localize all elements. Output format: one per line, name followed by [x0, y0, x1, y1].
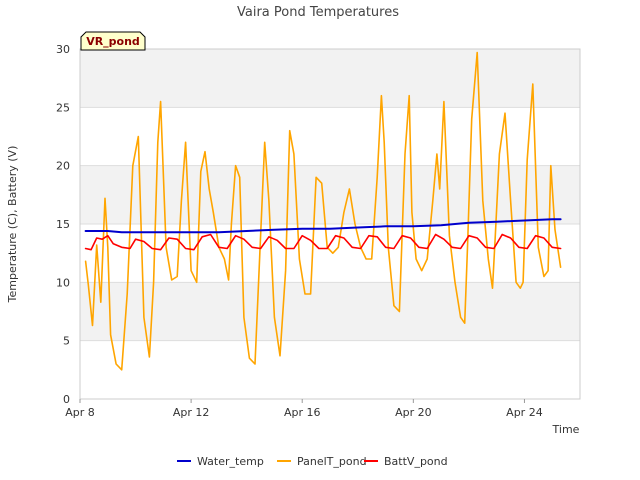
plot-band [80, 49, 580, 108]
y-tick-label: 5 [63, 335, 70, 348]
x-tick-label: Apr 12 [173, 406, 210, 419]
series-line-panelt-pond [84, 51, 562, 371]
site-badge-box [80, 31, 146, 51]
legend-label: BattV_pond [384, 455, 448, 468]
plot-area-frame [79, 48, 581, 400]
y-tick-label: 25 [56, 101, 70, 114]
y-tick-label: 20 [56, 160, 70, 173]
legend-label: PanelT_pond [297, 455, 367, 468]
series-layer [84, 51, 562, 371]
y-axis-title: Temperature (C), Battery (V) [6, 146, 19, 304]
x-tick-label: Apr 8 [65, 406, 95, 419]
x-axis-title: Time [552, 423, 580, 436]
legend-label: Water_temp [197, 455, 264, 468]
y-axis-ticks: 0 5 10 15 20 25 30 [56, 43, 70, 406]
legend: Water_temp PanelT_pond BattV_pond [177, 455, 448, 468]
y-tick-label: 30 [56, 43, 70, 56]
plot-band [80, 224, 580, 283]
x-axis-ticks: Apr 8 Apr 12 Apr 16 Apr 20 Apr 24 [65, 399, 543, 419]
plot-band [80, 340, 580, 399]
site-badge: VR_pond [80, 31, 146, 51]
x-tick-label: Apr 20 [395, 406, 432, 419]
series-line-water-temp [84, 218, 562, 234]
x-tick-label: Apr 24 [506, 406, 543, 419]
series-line-battv-pond [84, 233, 562, 251]
site-badge-label: VR_pond [86, 35, 140, 48]
plot-band [80, 282, 580, 341]
y-tick-label: 15 [56, 218, 70, 231]
x-tick-label: Apr 16 [284, 406, 321, 419]
y-tick-label: 0 [63, 393, 70, 406]
chart-title: Vaira Pond Temperatures [237, 5, 399, 20]
y-tick-label: 10 [56, 276, 70, 289]
